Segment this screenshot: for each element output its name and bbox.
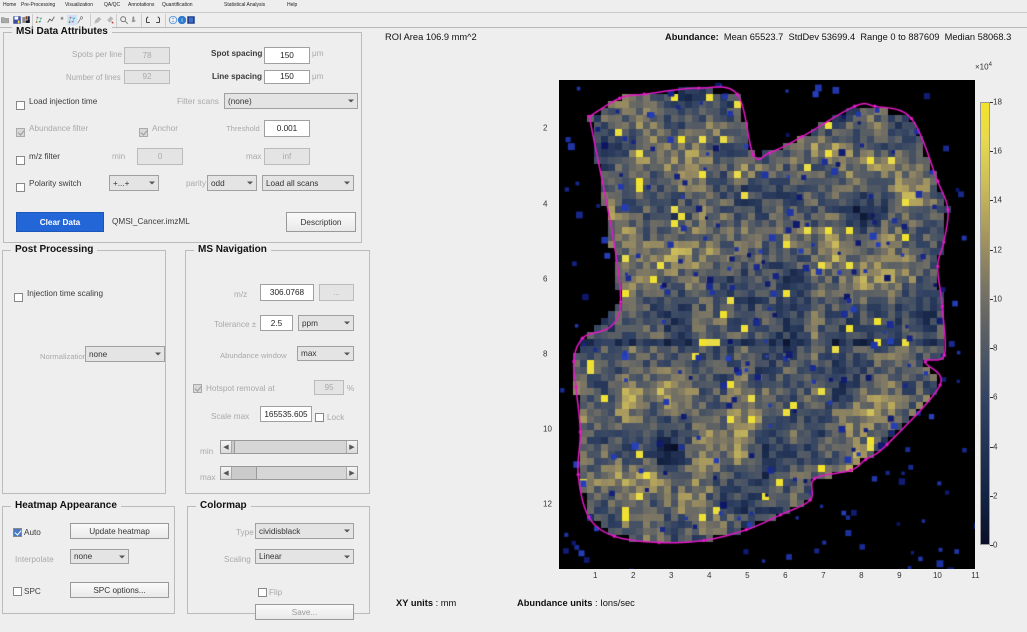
svg-text:i: i: [182, 18, 183, 24]
